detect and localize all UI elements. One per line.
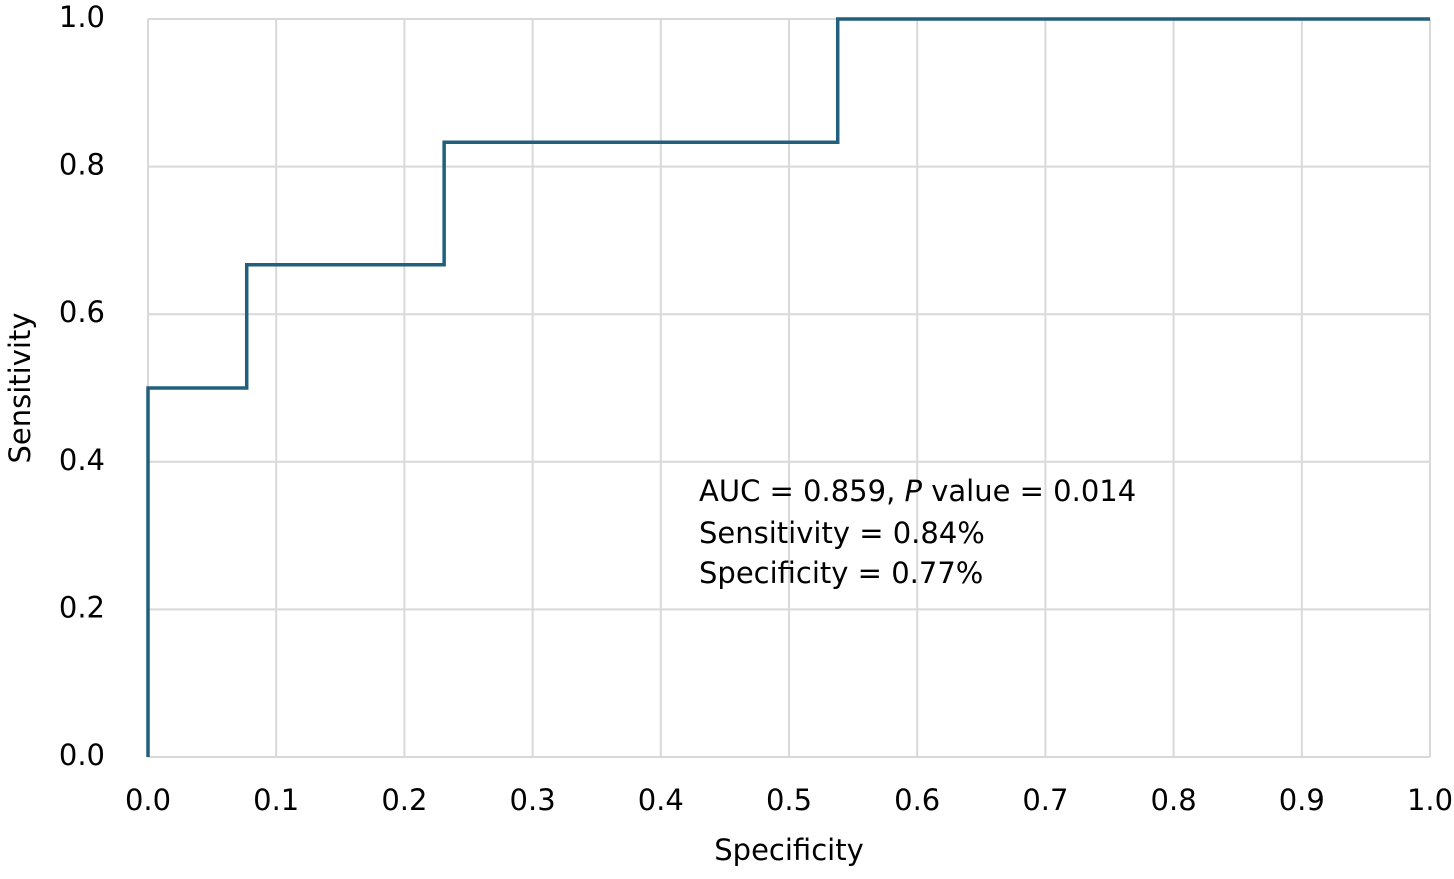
- y-tick-label: 0.2: [59, 590, 105, 624]
- x-tick-label: 0.6: [894, 783, 940, 817]
- x-tick-label: 0.0: [125, 783, 171, 817]
- y-tick-label: 1.0: [59, 0, 105, 34]
- x-tick-label: 1.0: [1407, 783, 1453, 817]
- x-tick-label: 0.5: [766, 783, 812, 817]
- roc-curve: [146, 17, 1430, 757]
- x-tick-label: 0.8: [1151, 783, 1197, 817]
- annotation-text: Specificity = 0.77%: [699, 556, 983, 590]
- y-tick-label: 0.0: [59, 738, 105, 772]
- x-tick-label: 0.1: [253, 783, 299, 817]
- annotation: AUC = 0.859, P value = 0.014: [699, 474, 1136, 508]
- annotation-text: AUC = 0.859,: [699, 474, 905, 508]
- y-axis-title: Sensitivity: [3, 313, 37, 464]
- x-tick-label: 0.9: [1279, 783, 1325, 817]
- annotation-text: value = 0.014: [922, 474, 1136, 508]
- x-tick-label: 0.7: [1022, 783, 1068, 817]
- y-tick-label: 0.8: [59, 148, 105, 182]
- y-tick-label: 0.4: [59, 443, 105, 477]
- y-tick-label: 0.6: [59, 295, 105, 329]
- annotation-text: Sensitivity = 0.84%: [699, 516, 985, 550]
- x-tick-label: 0.4: [638, 783, 684, 817]
- x-tick-label: 0.2: [381, 783, 427, 817]
- x-tick-label: 0.3: [510, 783, 556, 817]
- x-axis-title: Specificity: [714, 833, 863, 867]
- annotation-text: P: [905, 474, 923, 508]
